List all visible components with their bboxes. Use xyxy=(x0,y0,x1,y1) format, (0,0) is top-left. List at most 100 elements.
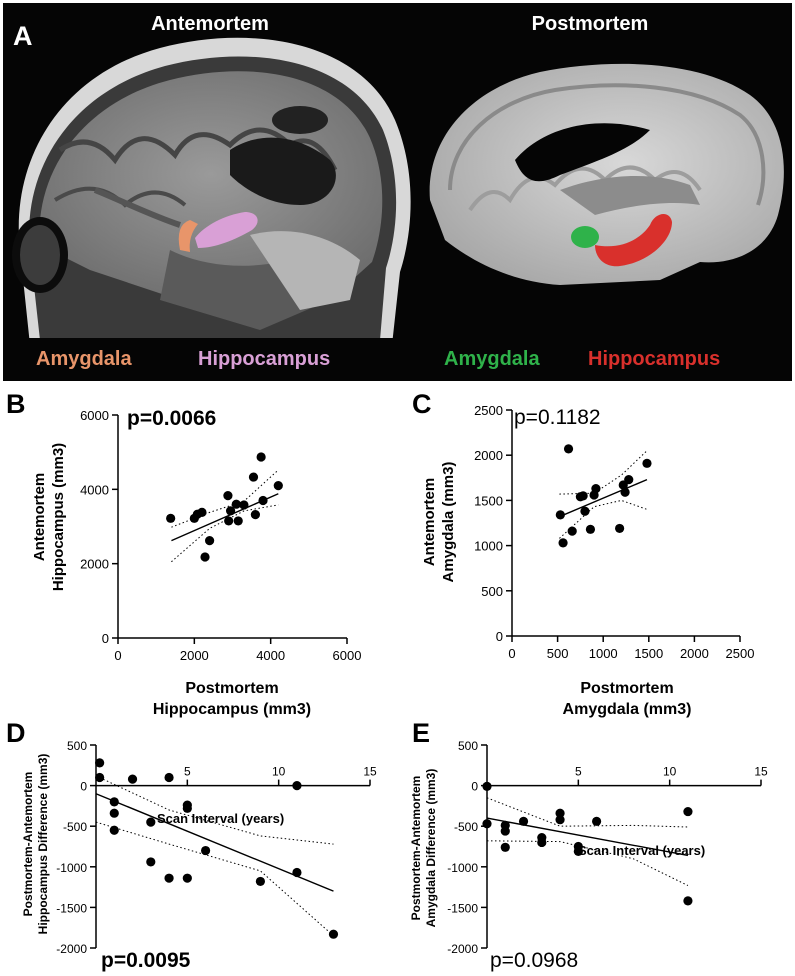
chart-d-point xyxy=(109,808,119,818)
chart-c-x-tick-label: 1500 xyxy=(634,646,663,661)
chart-e-ylabel-line1: Postmortem-Antemortem xyxy=(409,776,423,921)
chart-d-pvalue: p=0.0095 xyxy=(101,949,191,972)
chart-b-xlabel-line1: Postmortem xyxy=(185,680,278,697)
chart-d-x-tick-label: 15 xyxy=(363,765,377,779)
chart-c: C p=0.1182 Antemortem Amygdala (mm3) Pos… xyxy=(412,389,754,718)
chart-e-y-tick-label: -500 xyxy=(454,820,478,834)
chart-e-point xyxy=(592,816,602,826)
chart-c-point xyxy=(558,538,568,548)
antemortem-amygdala-label: Amygdala xyxy=(36,348,132,370)
panel-a-letter: A xyxy=(13,21,33,51)
chart-d-y-tick-label: 0 xyxy=(80,780,87,794)
chart-e-point xyxy=(537,837,547,848)
chart-e-point xyxy=(518,816,529,826)
chart-d-point xyxy=(182,803,192,813)
chart-c-y-tick-label: 1500 xyxy=(474,493,503,508)
chart-d-point xyxy=(164,873,174,883)
chart-e-ci-upper xyxy=(486,797,688,828)
chart-e-ci-lower xyxy=(486,840,689,886)
chart-c-xlabel-line1: Postmortem xyxy=(580,680,673,697)
chart-c-xlabel-line2: Amygdala (mm3) xyxy=(563,701,692,718)
chart-d-x-tick-label: 5 xyxy=(184,765,191,779)
chart-b-plot-area: 0 2000 4000 6000 0 2000 4000 6000 xyxy=(80,408,361,663)
chart-d-point xyxy=(292,781,302,791)
chart-e-point xyxy=(683,806,693,817)
antemortem-hippocampus-overlay xyxy=(195,212,258,248)
chart-d-letter: D xyxy=(6,718,26,748)
chart-e-point xyxy=(482,819,492,829)
chart-e-xlabel: Scan Interval (years) xyxy=(578,843,705,858)
chart-e-y-tick-label: 500 xyxy=(458,739,478,753)
chart-d-point xyxy=(109,825,119,835)
chart-b-point xyxy=(205,536,215,546)
chart-d-x-tick-label: 10 xyxy=(272,765,286,779)
chart-e-ylabel-line2: Amygdala Difference (mm3) xyxy=(424,769,438,928)
chart-e-y-tick-label: -1500 xyxy=(447,901,478,915)
chart-d-y-tick-label: 500 xyxy=(67,739,87,753)
chart-d-ci-upper xyxy=(95,775,334,845)
chart-d-point xyxy=(95,772,105,783)
chart-c-point xyxy=(578,491,588,501)
chart-e-x-tick-label: 15 xyxy=(754,765,768,779)
chart-c-y-tick-label: 0 xyxy=(496,629,503,644)
chart-b-y-tick-label: 2000 xyxy=(80,557,109,572)
chart-c-point xyxy=(580,506,590,516)
chart-b-ylabel-line2: Hippocampus (mm3) xyxy=(50,443,67,591)
chart-b-xlabel-line2: Hippocampus (mm3) xyxy=(153,701,311,718)
chart-b-point xyxy=(239,500,249,510)
chart-e-point xyxy=(555,815,565,825)
chart-d-point xyxy=(164,772,174,783)
postmortem-title: Postmortem xyxy=(532,13,649,35)
chart-c-point xyxy=(585,524,596,534)
chart-b-point xyxy=(248,472,259,482)
chart-c-point xyxy=(642,458,652,468)
chart-e: E p=0.0968 Postmortem-Antemortem Amygdal… xyxy=(409,718,768,972)
chart-e-point xyxy=(482,781,492,792)
chart-d-point xyxy=(146,857,156,867)
chart-d-point xyxy=(328,929,339,939)
postmortem-tissue-image xyxy=(429,63,784,285)
chart-c-fit-line xyxy=(559,478,648,518)
chart-e-letter: E xyxy=(412,718,430,748)
chart-b-point xyxy=(258,495,268,506)
chart-c-point xyxy=(620,487,630,497)
chart-d-point xyxy=(255,876,265,887)
chart-b-point xyxy=(223,491,233,501)
chart-d-point xyxy=(95,758,105,768)
chart-c-x-tick-label: 1000 xyxy=(589,646,618,661)
chart-d-point xyxy=(127,774,138,784)
postmortem-amygdala-label: Amygdala xyxy=(444,348,540,370)
chart-d-ylabel-line1: Postmortem-Antemortem xyxy=(21,772,35,917)
chart-d-y-tick-label: -1500 xyxy=(56,901,87,915)
chart-c-y-tick-label: 2500 xyxy=(474,403,503,418)
chart-d-point xyxy=(109,797,119,807)
chart-d-y-tick-label: -1000 xyxy=(56,861,87,875)
postmortem-hippocampus-overlay xyxy=(595,214,672,267)
antemortem-mri-image xyxy=(3,37,411,381)
chart-c-ci-lower xyxy=(559,499,648,539)
chart-b-point xyxy=(166,513,176,523)
chart-e-x-tick-label: 5 xyxy=(575,765,582,779)
chart-c-y-tick-label: 2000 xyxy=(474,448,503,463)
chart-c-y-tick-label: 500 xyxy=(481,584,503,599)
chart-d-xlabel: Scan Interval (years) xyxy=(157,811,284,826)
chart-b-point xyxy=(200,552,210,562)
chart-c-point xyxy=(555,510,565,520)
chart-c-x-tick-label: 2500 xyxy=(726,646,755,661)
postmortem-ventricle xyxy=(515,123,650,182)
chart-b-x-tick-label: 6000 xyxy=(333,648,362,663)
chart-d-point xyxy=(201,845,211,856)
chart-c-point xyxy=(563,444,574,454)
postmortem-hippocampus-label: Hippocampus xyxy=(588,348,720,370)
chart-c-point xyxy=(624,475,634,485)
chart-c-x-tick-label: 500 xyxy=(547,646,569,661)
chart-c-ylabel-line1: Antemortem xyxy=(421,478,438,566)
chart-c-letter: C xyxy=(412,389,432,419)
chart-b-pvalue: p=0.0066 xyxy=(127,407,216,430)
chart-b-point xyxy=(233,516,243,526)
chart-b-point xyxy=(273,481,283,491)
chart-e-point xyxy=(555,808,565,818)
chart-d: D p=0.0095 Postmortem-Antemortem Hippoca… xyxy=(6,718,377,972)
chart-e-y-tick-label: -1000 xyxy=(447,861,478,875)
antemortem-amygdala-overlay xyxy=(178,220,198,252)
